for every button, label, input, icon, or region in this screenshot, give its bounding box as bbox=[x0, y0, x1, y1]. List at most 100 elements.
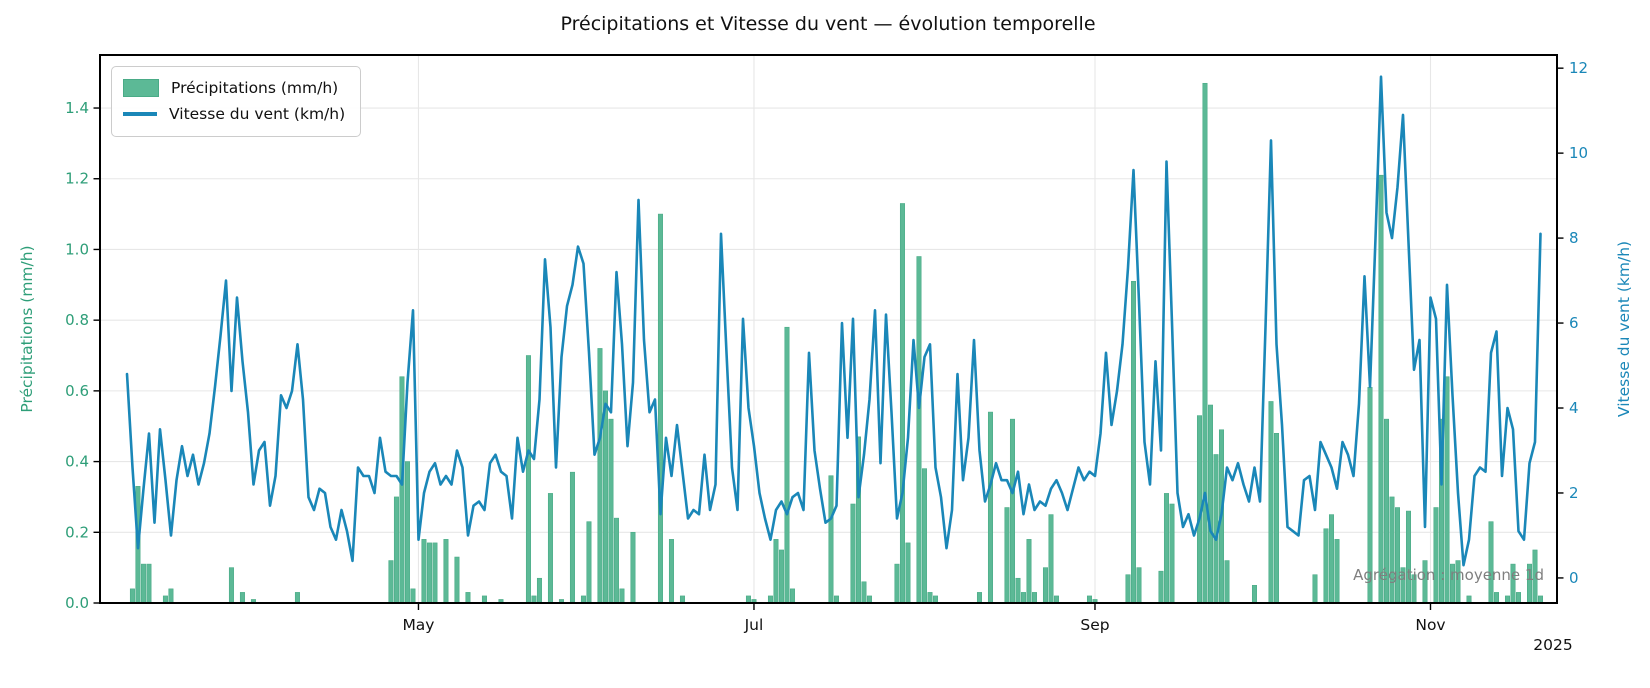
x-tick-label: Nov bbox=[1415, 616, 1445, 634]
precipitation-bar bbox=[861, 581, 867, 604]
precipitation-bar bbox=[1251, 585, 1257, 604]
precipitation-bar bbox=[1224, 560, 1230, 604]
x-tick-label: May bbox=[402, 616, 434, 634]
precipitation-bar bbox=[608, 418, 614, 604]
wind-speed-line bbox=[125, 75, 1542, 567]
right-y-axis-title: Vitesse du vent (km/h) bbox=[1615, 240, 1633, 418]
precipitation-bar bbox=[162, 595, 168, 604]
precipitation-bar bbox=[1202, 82, 1208, 604]
legend: Précipitations (mm/h) Vitesse du vent (k… bbox=[111, 66, 362, 137]
precipitation-bar bbox=[1312, 574, 1318, 604]
precipitation-bar bbox=[465, 592, 471, 604]
precipitation-bar bbox=[850, 503, 856, 604]
precipitation-bar bbox=[899, 203, 905, 604]
precipitation-bar bbox=[1015, 577, 1021, 604]
left-tick-label: 0.4 bbox=[65, 453, 89, 471]
left-tick-label: 0.6 bbox=[65, 382, 89, 400]
precipitation-bar bbox=[1026, 539, 1032, 604]
x-tick-label: Sep bbox=[1080, 616, 1109, 634]
precipitation-bar bbox=[432, 542, 438, 604]
precipitation-bar bbox=[1130, 280, 1136, 604]
precipitation-bar bbox=[976, 592, 982, 604]
right-tick-label: 8 bbox=[1569, 229, 1579, 247]
precipitation-bar bbox=[1169, 503, 1175, 604]
precipitation-bar bbox=[1009, 418, 1015, 604]
precipitation-bar bbox=[745, 595, 751, 604]
precipitation-bar bbox=[1405, 510, 1411, 604]
precipitation-bar bbox=[168, 588, 174, 604]
precipitation-bar bbox=[399, 376, 405, 604]
left-tick-label: 1.0 bbox=[65, 240, 89, 258]
right-tick-label: 10 bbox=[1569, 144, 1588, 162]
right-tick-label: 4 bbox=[1569, 399, 1579, 417]
precipitation-bar bbox=[784, 326, 790, 604]
precipitation-bar bbox=[597, 348, 603, 604]
chart-title: Précipitations et Vitesse du vent — évol… bbox=[560, 13, 1096, 35]
left-tick-label: 0.2 bbox=[65, 523, 89, 541]
precipitation-bar bbox=[1504, 595, 1510, 604]
precipitation-bar bbox=[668, 539, 674, 604]
precipitation-bar bbox=[613, 517, 619, 604]
precipitation-bar bbox=[1268, 401, 1274, 604]
precipitation-bar bbox=[1466, 595, 1472, 604]
precipitation-bar bbox=[833, 595, 839, 604]
left-tick-label: 0.8 bbox=[65, 311, 89, 329]
precipitation-bar bbox=[294, 592, 300, 604]
precipitation-bar bbox=[569, 471, 575, 604]
precipitation-bar bbox=[1273, 432, 1279, 604]
precipitation-bar bbox=[1488, 521, 1494, 604]
precipitation-bar bbox=[927, 592, 933, 604]
precipitation-bar bbox=[454, 556, 460, 604]
wind-line-swatch-icon bbox=[123, 112, 157, 116]
precipitation-bar bbox=[866, 595, 872, 604]
precipitation-bar bbox=[916, 256, 922, 604]
precipitation-swatch-icon bbox=[123, 79, 159, 97]
precipitation-bar bbox=[421, 539, 427, 604]
precipitation-bar bbox=[905, 542, 911, 604]
legend-label-precipitation: Précipitations (mm/h) bbox=[171, 79, 339, 97]
precipitation-bar bbox=[1394, 507, 1400, 604]
precipitation-bar bbox=[388, 560, 394, 604]
precipitation-bar bbox=[1328, 514, 1334, 604]
precipitation-bar bbox=[602, 390, 608, 604]
precipitation-bar bbox=[619, 588, 625, 604]
precipitation-bar bbox=[1515, 592, 1521, 604]
legend-label-wind: Vitesse du vent (km/h) bbox=[169, 105, 346, 123]
left-tick-label: 1.2 bbox=[65, 170, 89, 188]
precipitation-bar bbox=[393, 496, 399, 604]
precipitation-bar bbox=[894, 563, 900, 604]
precipitation-bar bbox=[1537, 595, 1543, 604]
precipitation-bar bbox=[932, 595, 938, 604]
precipitation-bar bbox=[1334, 539, 1340, 604]
precipitation-bar bbox=[1125, 574, 1131, 604]
legend-item-precipitation: Précipitations (mm/h) bbox=[123, 75, 345, 101]
precipitation-bar bbox=[828, 475, 834, 604]
precipitation-bar bbox=[228, 567, 234, 604]
precipitation-bar bbox=[443, 539, 449, 604]
left-tick-label: 0.0 bbox=[65, 594, 89, 612]
precipitation-bar bbox=[1053, 595, 1059, 604]
right-tick-label: 0 bbox=[1569, 569, 1579, 587]
precipitation-bar bbox=[1207, 404, 1213, 604]
precipitation-bar bbox=[1323, 528, 1329, 604]
precipitation-bar bbox=[580, 595, 586, 604]
precipitation-bar bbox=[1042, 567, 1048, 604]
x-axis-year-label: 2025 bbox=[1533, 636, 1573, 654]
precipitation-bar bbox=[1433, 507, 1439, 604]
precipitation-bar bbox=[481, 595, 487, 604]
precipitation-bar bbox=[921, 468, 927, 604]
precipitation-bar bbox=[547, 493, 553, 604]
right-tick-label: 2 bbox=[1569, 484, 1579, 502]
plot-frame bbox=[99, 54, 1558, 604]
precipitation-bar bbox=[1031, 592, 1037, 604]
left-tick-label: 1.4 bbox=[65, 99, 89, 117]
precipitation-bar bbox=[1136, 567, 1142, 604]
precipitation-bar bbox=[531, 595, 537, 604]
precipitation-bar bbox=[1020, 592, 1026, 604]
right-tick-label: 12 bbox=[1569, 59, 1588, 77]
precipitation-bar bbox=[140, 563, 146, 604]
precipitation-bar bbox=[1048, 514, 1054, 604]
precipitation-bar bbox=[657, 213, 663, 604]
